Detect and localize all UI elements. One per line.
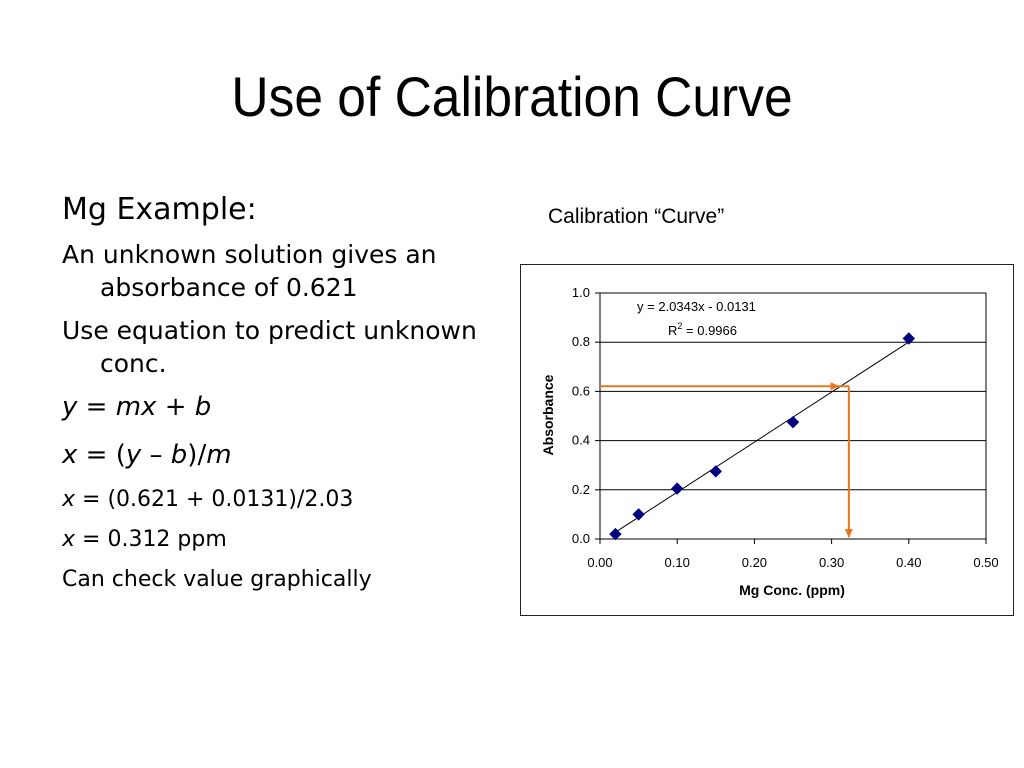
slide-title: Use of Calibration Curve — [231, 65, 793, 128]
x-tick-label: 0.00 — [587, 555, 612, 570]
solved-equation: x = (y – b)/m — [62, 440, 232, 470]
readout-arrows — [600, 382, 853, 538]
trendline-group — [615, 341, 910, 533]
linear-equation: y = mx + b — [62, 392, 212, 422]
tick-labels: 0.0 0.2 0.4 0.6 0.8 1.0 0.00 0.10 0.20 0.30 0.40 0.… — [572, 285, 999, 570]
x-tick-label: 0.30 — [819, 555, 844, 570]
y-tick-label: 0.8 — [572, 334, 590, 349]
data-point — [670, 482, 684, 495]
result-line: x = 0.312 ppm — [62, 527, 227, 552]
trendline — [615, 341, 910, 533]
x-tick-label: 0.50 — [973, 555, 998, 570]
predict-text: Use equation to predict unknown conc. — [62, 316, 477, 378]
x-tick-label: 0.20 — [742, 555, 767, 570]
y-tick-label: 0.4 — [572, 433, 590, 448]
y-tick-label: 0.0 — [572, 531, 590, 546]
data-point — [609, 527, 622, 541]
x-tick-label: 0.10 — [665, 555, 690, 570]
y-tick-label: 0.2 — [572, 482, 590, 497]
y-tick-label: 1.0 — [572, 285, 590, 300]
content-body: Mg Example: An unknown solution gives an… — [62, 190, 502, 606]
data-point — [786, 415, 800, 429]
data-point — [902, 332, 916, 345]
substitution-line: x = (0.621 + 0.0131)/2.03 — [62, 487, 354, 512]
data-points — [609, 332, 916, 541]
data-point — [709, 465, 723, 478]
y-axis-label: Absorbance — [540, 374, 556, 455]
x-tick-label: 0.40 — [896, 555, 921, 570]
unknown-absorbance-text: An unknown solution gives an absorbance … — [62, 240, 437, 302]
y-tick-label: 0.6 — [572, 383, 590, 398]
grid-lines — [595, 292, 987, 544]
graphical-check-text: Can check value graphically — [62, 567, 372, 592]
chart-title: Calibration “Curve” — [548, 205, 725, 228]
x-axis-label: Mg Conc. (ppm) — [739, 582, 845, 598]
r-squared-label: R2 = 0.9966 — [668, 321, 737, 338]
chart-frame — [520, 264, 1014, 616]
trend-equation-label: y = 2.0343x - 0.0131 — [637, 299, 756, 314]
example-heading: Mg Example: — [62, 192, 257, 227]
data-point — [632, 508, 645, 521]
